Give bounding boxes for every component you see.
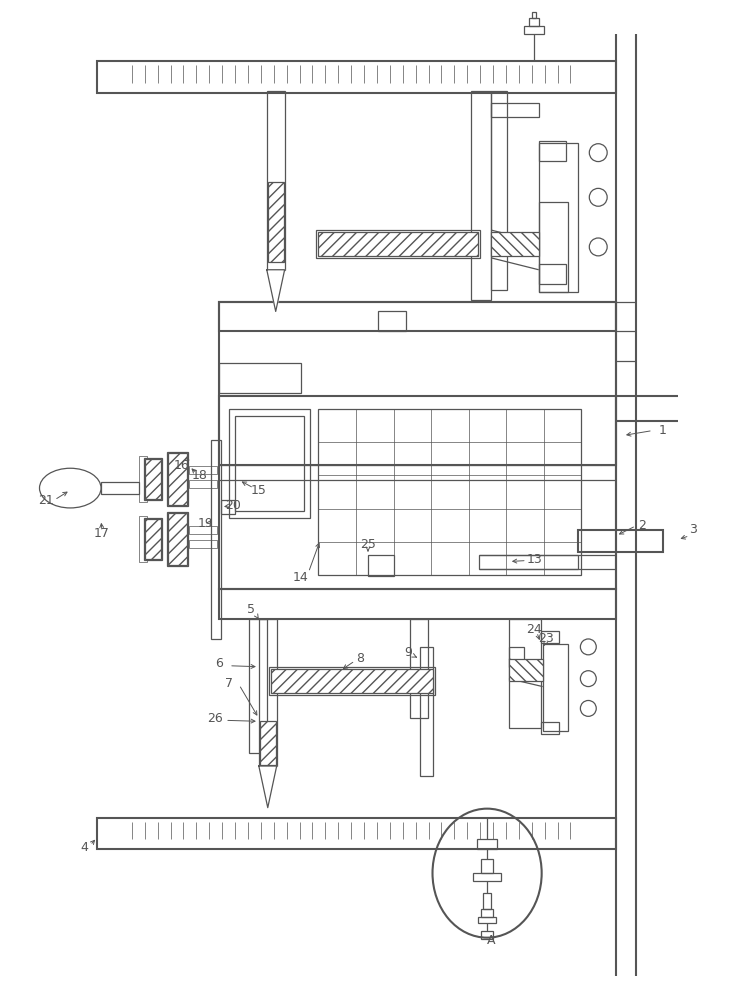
Bar	[541, 631, 559, 643]
Bar	[481, 859, 493, 873]
Bar	[259, 619, 276, 766]
Bar	[168, 453, 187, 505]
Bar	[318, 409, 581, 575]
Text: 9: 9	[404, 646, 412, 659]
Text: 19: 19	[198, 517, 213, 530]
Bar	[221, 500, 235, 514]
Bar	[509, 659, 542, 681]
Bar	[491, 91, 507, 290]
Bar	[318, 232, 478, 256]
Bar	[190, 480, 217, 488]
Bar	[145, 459, 160, 499]
Bar	[270, 669, 434, 693]
Bar	[524, 26, 544, 34]
Bar	[168, 513, 187, 565]
Bar	[139, 516, 147, 562]
Bar	[478, 917, 496, 923]
Text: 25: 25	[360, 538, 376, 551]
Bar	[491, 103, 539, 117]
Ellipse shape	[40, 468, 101, 508]
Text: 1: 1	[659, 424, 667, 437]
Bar	[219, 589, 616, 619]
Text: 3: 3	[689, 523, 697, 536]
Bar	[479, 555, 578, 569]
Bar	[145, 519, 160, 559]
Bar	[229, 409, 310, 518]
Bar	[471, 91, 491, 300]
Bar	[542, 644, 568, 731]
Bar	[539, 264, 567, 284]
Bar	[420, 647, 434, 776]
Bar	[267, 91, 284, 270]
Bar	[219, 363, 301, 393]
Text: 16: 16	[173, 459, 190, 472]
Text: 6: 6	[215, 657, 223, 670]
Text: 13: 13	[527, 553, 542, 566]
Bar	[139, 456, 147, 502]
Bar	[483, 893, 491, 909]
Bar	[144, 458, 162, 500]
Text: 8: 8	[356, 652, 364, 665]
Bar	[101, 482, 139, 494]
Bar	[190, 540, 217, 548]
Bar	[368, 555, 394, 576]
Polygon shape	[267, 270, 284, 311]
Bar	[473, 873, 501, 881]
Bar	[167, 452, 188, 506]
Bar	[509, 647, 524, 667]
Bar	[481, 909, 493, 917]
Bar	[211, 440, 221, 639]
Bar	[491, 232, 539, 256]
Bar	[144, 518, 162, 560]
Text: 21: 21	[38, 493, 54, 506]
Bar	[97, 61, 616, 93]
Bar	[219, 302, 616, 331]
Polygon shape	[259, 766, 276, 808]
Bar	[481, 931, 493, 939]
Text: 20: 20	[225, 499, 241, 512]
Text: 2: 2	[638, 519, 646, 532]
Bar	[316, 230, 480, 258]
Bar	[269, 667, 435, 695]
Text: 4: 4	[80, 841, 88, 854]
Bar	[539, 143, 578, 292]
Bar	[249, 619, 267, 753]
Bar	[219, 302, 616, 465]
Text: 17: 17	[94, 527, 110, 540]
Text: 18: 18	[191, 469, 207, 482]
Bar	[528, 18, 539, 26]
Bar	[378, 311, 406, 331]
Bar	[190, 466, 217, 474]
Bar	[235, 416, 304, 511]
Text: A: A	[487, 934, 495, 947]
Text: 7: 7	[225, 677, 233, 690]
Bar	[259, 721, 276, 765]
Bar	[97, 818, 616, 849]
Text: 26: 26	[207, 712, 223, 725]
Bar	[531, 12, 536, 18]
Bar	[578, 530, 663, 552]
Text: 24: 24	[526, 623, 542, 636]
Bar	[268, 182, 284, 262]
Bar	[477, 839, 497, 849]
Text: 23: 23	[538, 632, 553, 645]
Text: 14: 14	[293, 571, 309, 584]
Bar	[219, 396, 616, 589]
Bar	[190, 526, 217, 534]
Bar	[409, 619, 428, 718]
Bar	[539, 202, 568, 292]
Bar	[539, 141, 567, 161]
Text: 15: 15	[251, 484, 267, 497]
Text: 5: 5	[247, 603, 255, 616]
Bar	[167, 512, 188, 566]
Bar	[541, 722, 559, 734]
Bar	[509, 619, 541, 728]
